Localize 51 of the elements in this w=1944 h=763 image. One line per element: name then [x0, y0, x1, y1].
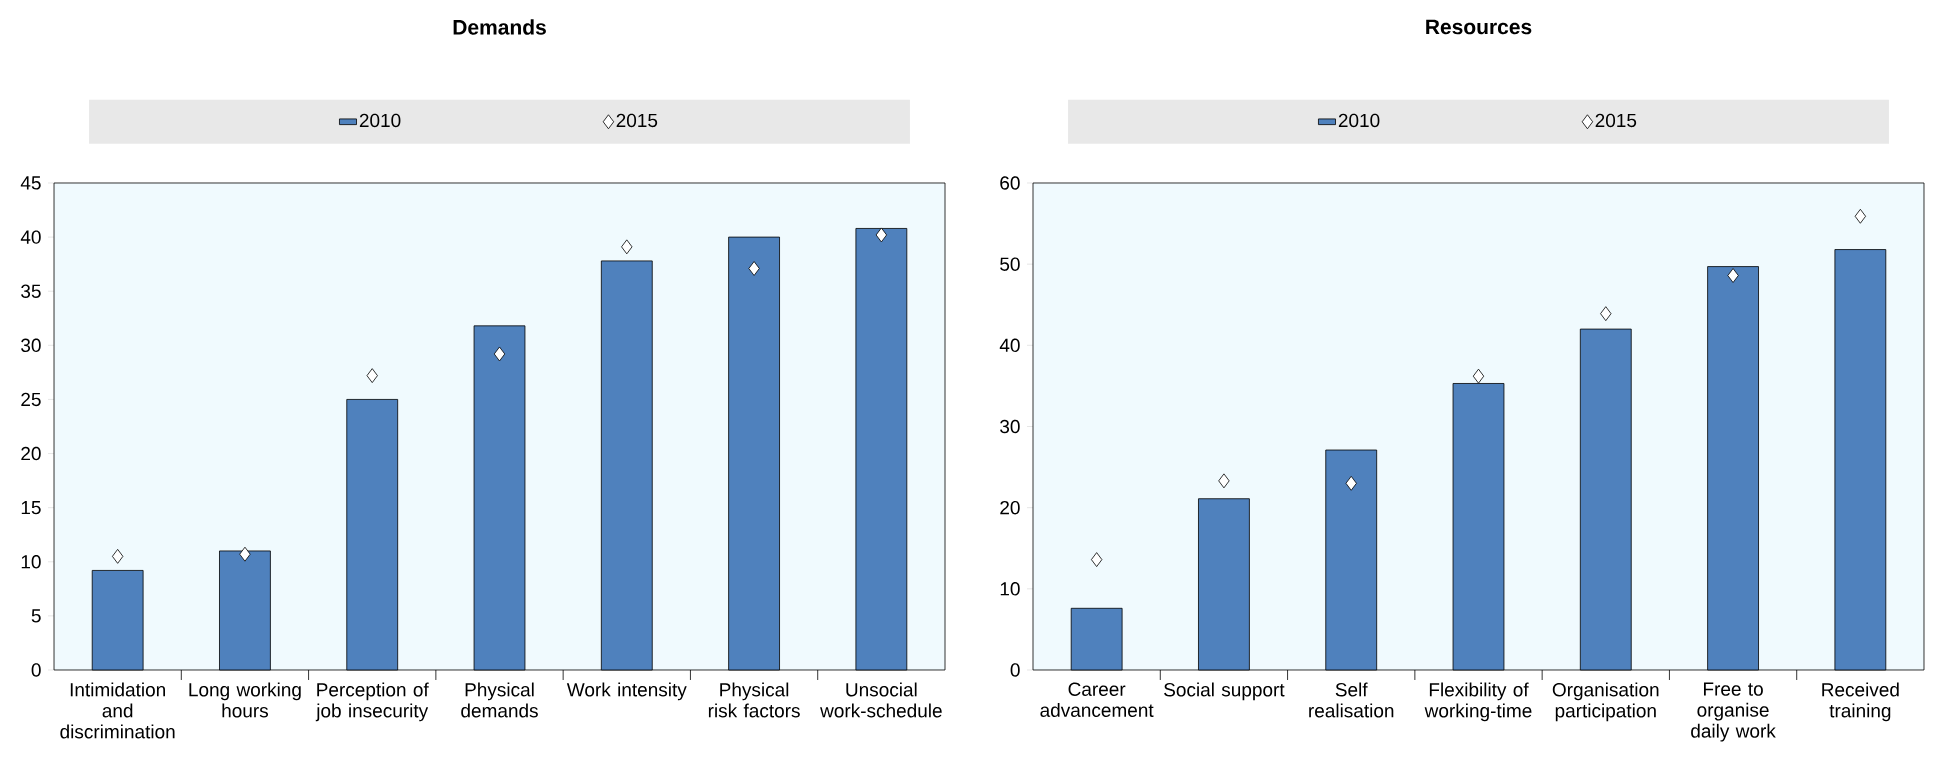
- legend-label: 2015: [616, 113, 658, 128]
- x-tick-label: Long working hours: [189, 682, 301, 718]
- y-tick-label: 0: [31, 663, 41, 677]
- x-tick-label: Career advancement: [1040, 682, 1154, 717]
- chart-title: Resources: [1426, 19, 1532, 35]
- chart-title: Demands: [453, 19, 546, 35]
- y-tick-label: 0: [1010, 663, 1020, 677]
- x-tick-label: Free to organise daily work: [1691, 682, 1776, 742]
- point: [1345, 475, 1357, 491]
- y-tick-label: 25: [21, 392, 41, 407]
- y-tick-label: 35: [21, 284, 41, 298]
- point: [1091, 552, 1103, 567]
- x-tick-label: Self realisation: [1309, 682, 1394, 718]
- x-tick-label: Physical demands: [461, 682, 538, 718]
- point: [875, 227, 888, 243]
- x-tick-label: Received training: [1822, 682, 1899, 722]
- x-tick-label: Physical risk factors: [708, 682, 800, 718]
- y-tick-label: 40: [999, 338, 1020, 353]
- y-tick-label: 15: [21, 501, 41, 515]
- x-tick-label: Organisation participation: [1552, 682, 1659, 722]
- point: [1854, 208, 1866, 224]
- point: [1600, 306, 1612, 322]
- point: [493, 346, 506, 362]
- y-tick-label: 10: [1000, 582, 1020, 596]
- y-tick-label: 45: [20, 176, 41, 190]
- y-tick-label: 20: [21, 446, 41, 461]
- y-tick-label: 10: [21, 555, 41, 569]
- y-tick-label: 30: [1000, 419, 1020, 434]
- x-tick-label: Work intensity: [566, 682, 687, 701]
- x-tick-label: Perception of job insecurity: [315, 682, 429, 722]
- y-tick-label: 30: [21, 338, 41, 353]
- y-tick-label: 20: [1000, 500, 1020, 515]
- x-tick-label: Flexibility of working-time: [1424, 682, 1532, 722]
- point: [621, 239, 633, 255]
- point: [366, 368, 378, 384]
- point: [112, 548, 124, 564]
- point: [1218, 473, 1230, 489]
- y-tick-label: 40: [20, 230, 41, 244]
- y-tick-label: 5: [31, 609, 41, 623]
- y-tick-label: 50: [1000, 257, 1020, 271]
- y-tick-label: 60: [1000, 176, 1020, 190]
- legend-label: 2010: [1338, 113, 1380, 128]
- x-tick-label: Unsocial work-schedule: [820, 682, 942, 718]
- point: [1472, 368, 1485, 384]
- x-tick-label: Intimidation and discrimination: [60, 682, 175, 739]
- legend-label: 2015: [1595, 113, 1637, 128]
- point: [239, 546, 251, 562]
- point: [1727, 268, 1739, 283]
- legend-label: 2010: [359, 113, 401, 128]
- point: [748, 261, 760, 276]
- x-tick-label: Social support: [1164, 682, 1285, 701]
